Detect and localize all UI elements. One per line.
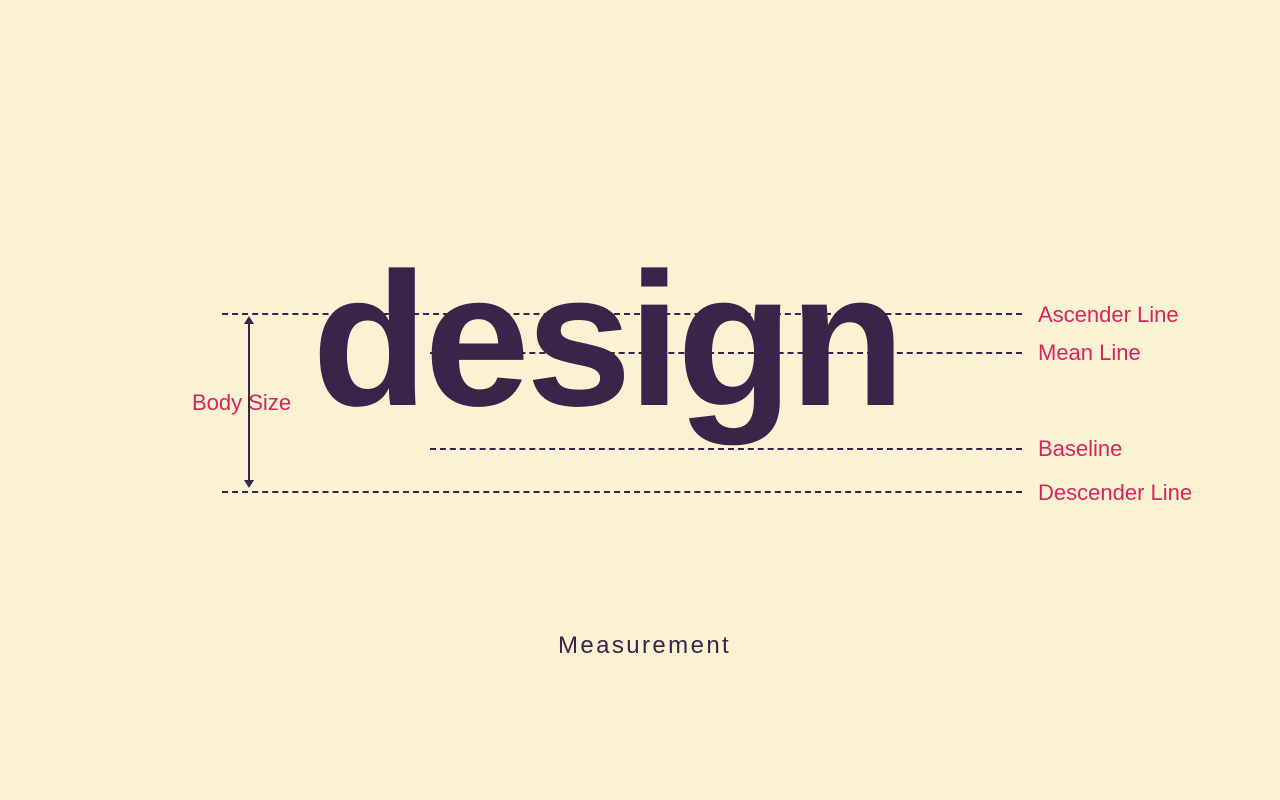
ascender-line bbox=[222, 313, 1022, 315]
bodysize-arrow-bottom-icon bbox=[244, 480, 254, 488]
descender-label: Descender Line bbox=[1038, 480, 1192, 506]
descender-line bbox=[222, 491, 1022, 493]
baseline-line bbox=[430, 448, 1022, 450]
bodysize-label: Body Size bbox=[192, 390, 291, 416]
display-word: design bbox=[312, 245, 902, 435]
mean-label: Mean Line bbox=[1038, 340, 1141, 366]
baseline-label: Baseline bbox=[1038, 436, 1122, 462]
ascender-label: Ascender Line bbox=[1038, 302, 1179, 328]
mean-line bbox=[430, 352, 1022, 354]
caption: Measurement bbox=[558, 632, 731, 660]
bodysize-arrow-line bbox=[248, 322, 250, 482]
bodysize-arrow-top-icon bbox=[244, 316, 254, 324]
